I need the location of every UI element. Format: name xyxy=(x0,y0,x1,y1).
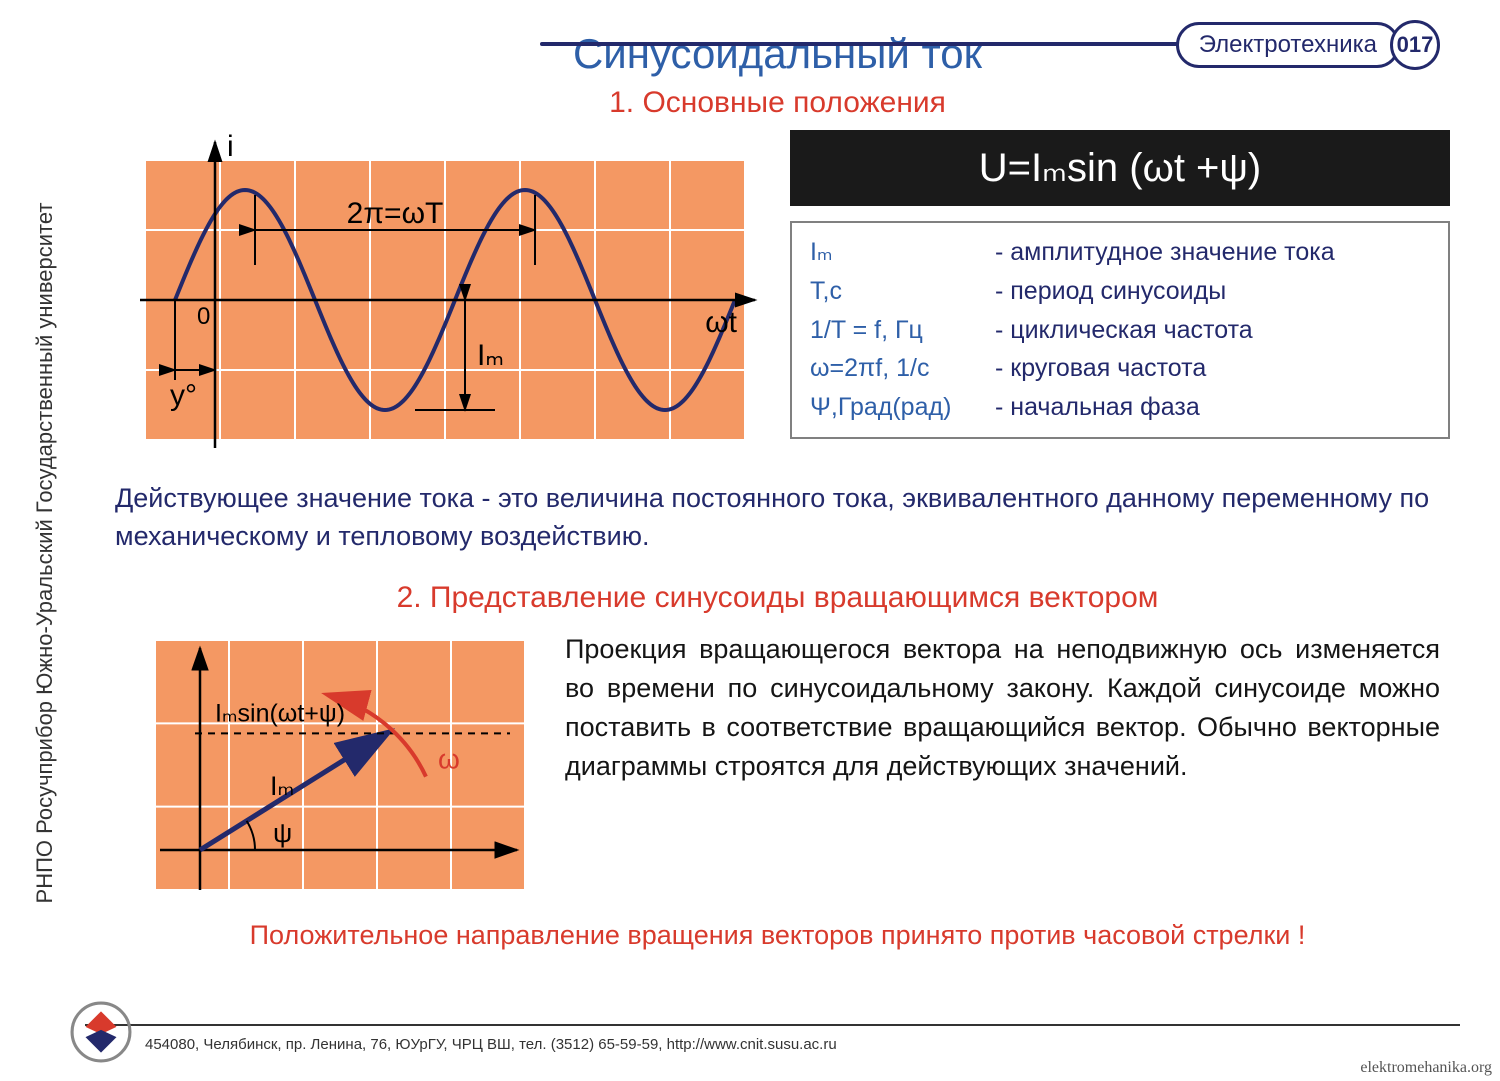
vector-chart-svg: Iₘsin(ωt+ψ) Iₘ ψ ω xyxy=(145,630,535,900)
legend-text: - циклическая частота xyxy=(995,311,1253,350)
svg-text:ψ: ψ xyxy=(273,818,292,848)
footer-text: 454080, Челябинск, пр. Ленина, 76, ЮУрГУ… xyxy=(145,1036,837,1053)
legend-symbol: ω=2πf, 1/с xyxy=(810,349,995,388)
section1: 2iωt02π=ωTIₘу° U=Iₘsin (ωt +ψ) Iₘ- ампли… xyxy=(105,130,1450,460)
svg-text:ω: ω xyxy=(438,743,460,774)
svg-text:i: i xyxy=(227,130,234,163)
svg-text:2π=ωT: 2π=ωT xyxy=(347,197,444,230)
header-rule xyxy=(540,42,1240,46)
legend-row: Ψ,Град(рад)- начальная фаза xyxy=(810,388,1430,427)
definition-text: Действующее значение тока - это величина… xyxy=(105,480,1450,556)
svg-text:Iₘ: Iₘ xyxy=(477,339,504,372)
svg-text:ωt: ωt xyxy=(705,306,737,339)
subject-badge: Электротехника xyxy=(1176,22,1400,68)
sine-chart: 2iωt02π=ωTIₘу° xyxy=(105,130,765,460)
svg-text:0: 0 xyxy=(197,303,210,330)
legend-row: ω=2πf, 1/с- круговая частота xyxy=(810,349,1430,388)
legend-row: Iₘ- амплитудное значение тока xyxy=(810,233,1430,272)
section1-right: U=Iₘsin (ωt +ψ) Iₘ- амплитудное значение… xyxy=(790,130,1450,439)
legend-text: - круговая частота xyxy=(995,349,1206,388)
legend-symbol: Iₘ xyxy=(810,233,995,272)
legend-symbol: 1/T = f, Гц xyxy=(810,311,995,350)
legend-symbol: T,с xyxy=(810,272,995,311)
section2-text: Проекция вращающегося вектора на неподви… xyxy=(565,630,1450,900)
page-content: Электротехника 017 Синусоидальный ток 1.… xyxy=(95,0,1480,1081)
sine-chart-svg: 2iωt02π=ωTIₘу° xyxy=(105,130,765,460)
svg-text:Iₘsin(ωt+ψ): Iₘsin(ωt+ψ) xyxy=(215,699,345,727)
main-formula: U=Iₘsin (ωt +ψ) xyxy=(790,130,1450,206)
red-note: Положительное направление вращения векто… xyxy=(105,920,1450,951)
legend-row: T,с- период синусоиды xyxy=(810,272,1430,311)
footer-rule xyxy=(85,1024,1460,1026)
section2-title: 2. Представление синусоиды вращающимся в… xyxy=(105,581,1450,615)
section1-title: 1. Основные положения xyxy=(105,86,1450,120)
header-badge: Электротехника 017 xyxy=(1176,20,1440,70)
legend-text: - начальная фаза xyxy=(995,388,1200,427)
svg-text:у°: у° xyxy=(170,379,197,412)
legend-text: - период синусоиды xyxy=(995,272,1226,311)
legend-row: 1/T = f, Гц- циклическая частота xyxy=(810,311,1430,350)
page-number-badge: 017 xyxy=(1390,20,1440,70)
sidebar-org-text: РНПО Росучприбор Южно-Уральский Государс… xyxy=(32,53,58,1053)
org-logo-icon xyxy=(70,1001,132,1063)
section2: Iₘsin(ωt+ψ) Iₘ ψ ω Проекция вращающегося ве… xyxy=(105,630,1450,900)
vector-chart: Iₘsin(ωt+ψ) Iₘ ψ ω xyxy=(145,630,535,900)
svg-text:Iₘ: Iₘ xyxy=(270,771,294,801)
legend-symbol: Ψ,Град(рад) xyxy=(810,388,995,427)
legend-text: - амплитудное значение тока xyxy=(995,233,1335,272)
watermark: elektromehanika.org xyxy=(1360,1059,1492,1077)
definition-head: Действующее значение тока xyxy=(115,483,474,513)
legend-box: Iₘ- амплитудное значение токаT,с- период… xyxy=(790,221,1450,439)
